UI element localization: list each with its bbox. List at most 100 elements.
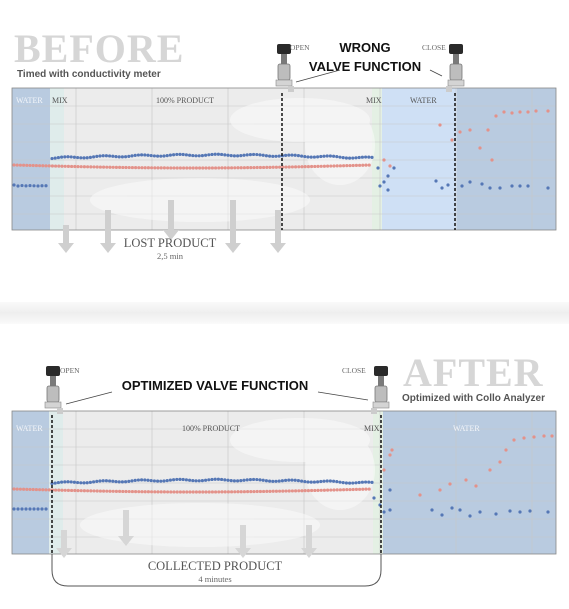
trace-dot — [303, 480, 306, 483]
trace-dot — [287, 479, 290, 482]
trace-dot — [63, 480, 66, 483]
trace-dot — [236, 490, 239, 493]
trace-dot — [76, 489, 79, 492]
trace-dot — [156, 490, 159, 493]
trace-dot — [512, 438, 515, 441]
trace-dot — [348, 488, 351, 491]
trace-dot — [44, 488, 47, 491]
trace-dot — [146, 479, 149, 482]
trace-dot — [57, 481, 60, 484]
after-result-sublabel: 4 minutes — [130, 574, 300, 584]
trace-dot — [278, 490, 281, 493]
trace-dot — [150, 490, 153, 493]
trace-dot — [532, 435, 535, 438]
trace-dot — [115, 490, 118, 493]
trace-dot — [336, 488, 339, 491]
trace-dot — [156, 480, 159, 483]
trace-dot — [144, 490, 147, 493]
trace-dot — [118, 480, 121, 483]
trace-dot — [96, 489, 99, 492]
trace-dot — [498, 460, 501, 463]
trace-dot — [178, 478, 181, 481]
trace-dot — [236, 479, 239, 482]
trace-dot — [48, 488, 51, 491]
trace-dot — [508, 509, 511, 512]
after-zone-water-left-label: WATER — [16, 424, 43, 433]
trace-dot — [217, 490, 220, 493]
trace-dot — [44, 507, 47, 510]
trace-dot — [382, 510, 385, 513]
trace-dot — [102, 490, 105, 493]
trace-dot — [224, 490, 227, 493]
trace-dot — [204, 479, 207, 482]
trace-dot — [522, 436, 525, 439]
trace-dot — [367, 481, 370, 484]
trace-dot — [348, 482, 351, 485]
trace-dot — [41, 488, 44, 491]
trace-dot — [368, 487, 371, 490]
trace-dot — [364, 480, 367, 483]
trace-dot — [294, 479, 297, 482]
trace-dot — [208, 490, 211, 493]
trace-dot — [249, 478, 252, 481]
trace-dot — [201, 479, 204, 482]
trace-dot — [294, 489, 297, 492]
trace-dot — [464, 478, 467, 481]
trace-dot — [372, 496, 375, 499]
trace-dot — [214, 478, 217, 481]
trace-dot — [12, 487, 15, 490]
trace-dot — [352, 488, 355, 491]
trace-dot — [358, 488, 361, 491]
trace-dot — [40, 507, 43, 510]
trace-dot — [137, 478, 140, 481]
trace-dot — [240, 490, 243, 493]
trace-dot — [262, 479, 265, 482]
trace-dot — [345, 481, 348, 484]
trace-dot — [169, 490, 172, 493]
trace-dot — [281, 479, 284, 482]
trace-dot — [25, 488, 28, 491]
trace-dot — [272, 490, 275, 493]
trace-dot — [345, 488, 348, 491]
trace-dot — [316, 480, 319, 483]
trace-dot — [192, 490, 195, 493]
valve-icon — [371, 364, 391, 419]
trace-dot — [310, 489, 313, 492]
trace-dot — [54, 488, 57, 491]
trace-dot — [19, 488, 22, 491]
trace-dot — [364, 488, 367, 491]
trace-dot — [361, 488, 364, 491]
trace-dot — [140, 478, 143, 481]
trace-dot — [494, 512, 497, 515]
trace-dot — [134, 479, 137, 482]
trace-dot — [16, 507, 19, 510]
after-zone-water-right-label: WATER — [453, 424, 480, 433]
trace-dot — [440, 513, 443, 516]
trace-dot — [329, 479, 332, 482]
trace-dot — [86, 489, 89, 492]
trace-dot — [121, 490, 124, 493]
trace-dot — [275, 490, 278, 493]
after-valve-open-label: OPEN — [60, 366, 80, 375]
trace-dot — [319, 480, 322, 483]
trace-dot — [307, 489, 310, 492]
trace-dot — [217, 478, 220, 481]
trace-dot — [147, 490, 150, 493]
trace-dot — [252, 490, 255, 493]
trace-dot — [124, 480, 127, 483]
trace-dot — [166, 490, 169, 493]
trace-dot — [185, 490, 188, 493]
trace-dot — [488, 468, 491, 471]
trace-dot — [361, 481, 364, 484]
trace-dot — [390, 448, 393, 451]
trace-dot — [191, 479, 194, 482]
trace-dot — [108, 479, 111, 482]
trace-dot — [89, 489, 92, 492]
trace-dot — [182, 478, 185, 481]
trace-dot — [265, 490, 268, 493]
trace-dot — [233, 479, 236, 482]
trace-dot — [99, 489, 102, 492]
trace-dot — [92, 480, 95, 483]
trace-dot — [166, 479, 169, 482]
trace-dot — [326, 479, 329, 482]
